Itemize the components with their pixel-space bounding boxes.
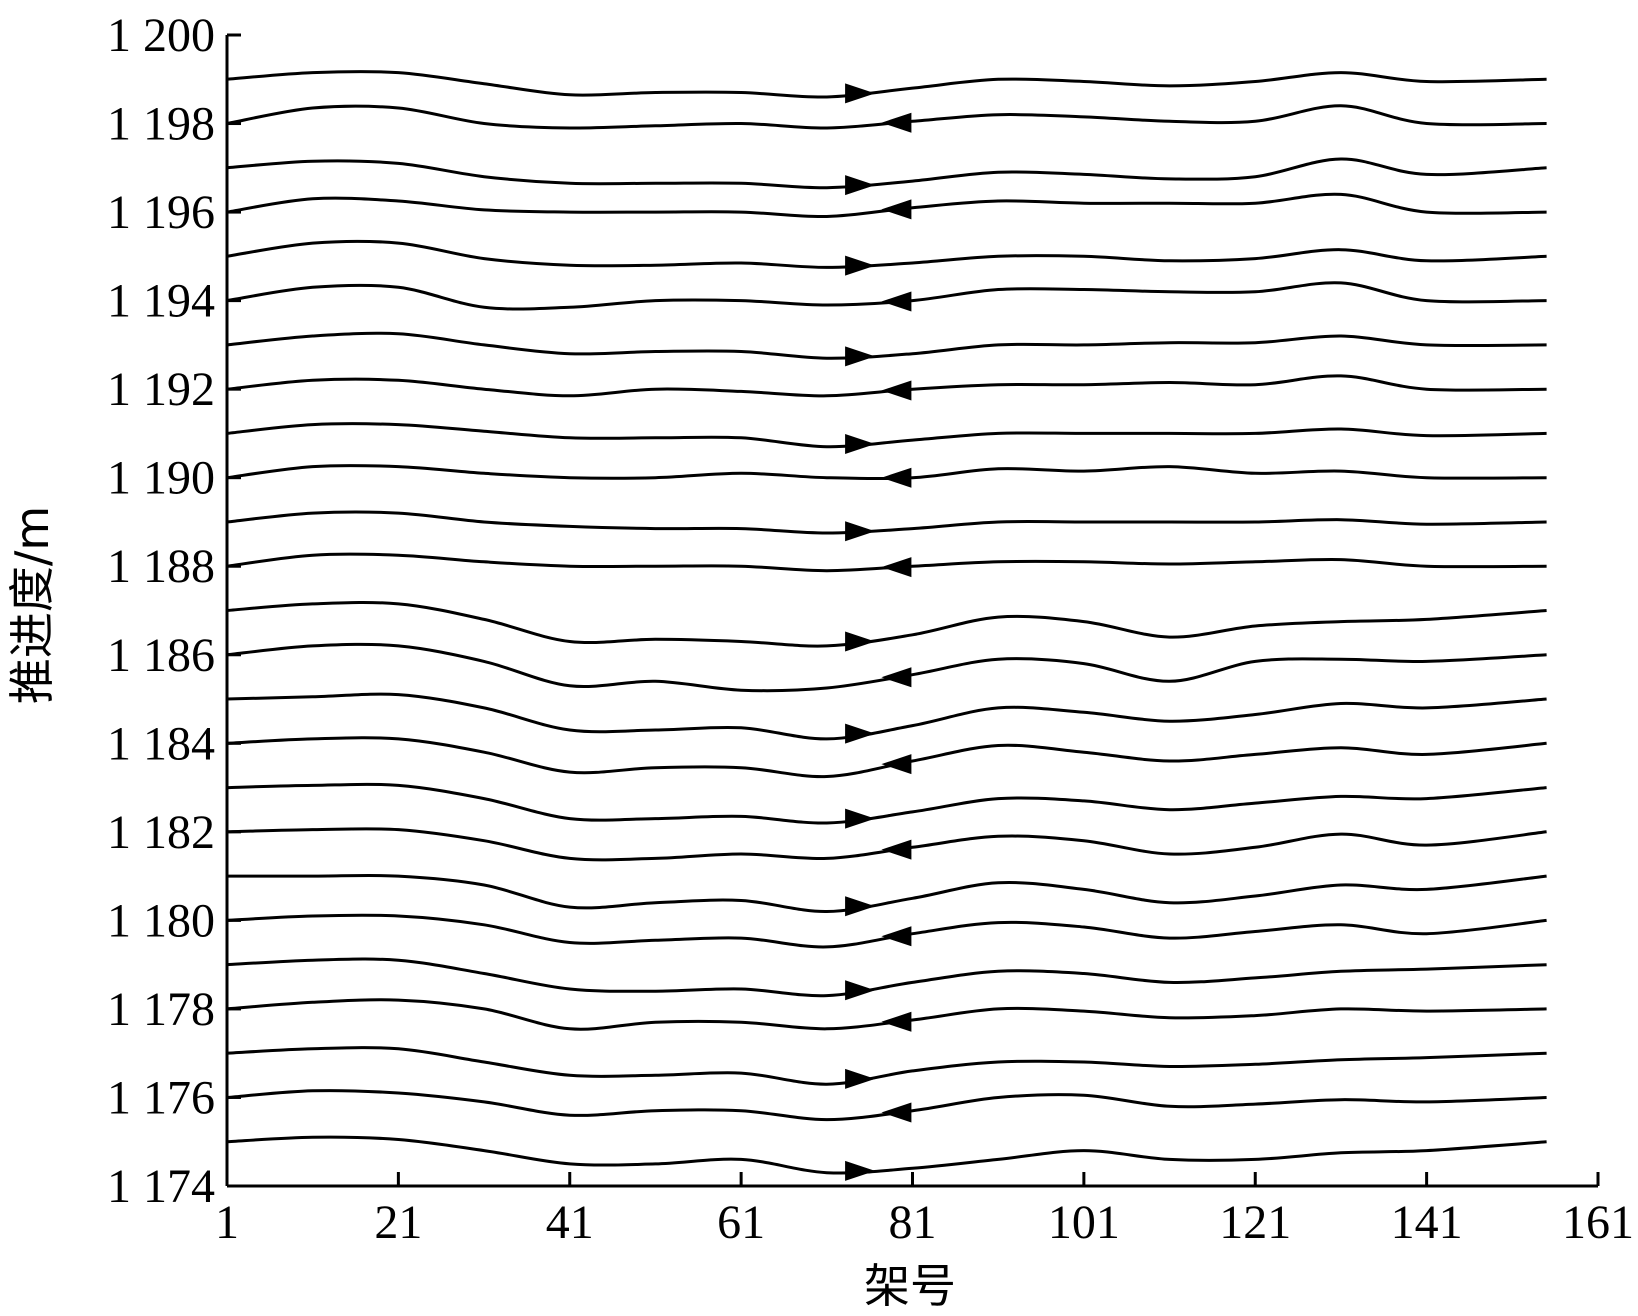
direction-arrow-10 [845,723,876,744]
y-tick-label: 1 178 [107,983,215,1036]
direction-arrow-23 [881,112,912,133]
direction-arrow-22 [845,175,876,196]
y-tick-label: 1 192 [107,363,215,416]
direction-arrow-18 [845,346,876,367]
y-axis-title: 推进度/m [5,506,59,704]
direction-arrow-16 [845,434,876,454]
series-line-1 [226,1089,1547,1122]
series-line-15 [226,464,1547,481]
y-tick-label: 1 184 [107,717,215,770]
direction-arrow-12 [845,631,876,652]
series-line-11 [226,642,1547,693]
series-line-13 [226,552,1547,573]
x-tick-label: 141 [1391,1196,1463,1249]
y-tick-label: 1 198 [107,98,215,151]
x-tick-label: 41 [546,1196,594,1249]
direction-arrow-3 [881,1011,912,1032]
direction-arrow-13 [881,557,912,578]
series-line-8 [226,782,1547,825]
x-tick-label: 21 [374,1196,422,1249]
y-tick-label: 1 186 [107,629,215,682]
y-tick-label: 1 174 [107,1160,215,1213]
series-line-3 [226,998,1547,1031]
direction-arrow-21 [881,199,912,220]
direction-arrow-15 [881,467,912,488]
direction-arrow-19 [881,291,912,312]
direction-arrow-0 [845,1160,876,1181]
direction-arrow-11 [881,667,912,688]
series-line-10 [226,692,1547,741]
y-tick-label: 1 176 [107,1071,215,1124]
direction-arrow-2 [845,1068,876,1089]
series-line-19 [226,281,1547,311]
direction-arrow-24 [845,83,876,104]
arrow-markers [845,83,912,1181]
direction-arrow-14 [845,521,876,542]
x-axis-title: 架号 [864,1259,956,1311]
series-line-12 [226,600,1547,648]
direction-arrow-20 [845,255,876,276]
direction-arrow-4 [845,980,876,1001]
y-tick-label: 1 188 [107,540,215,593]
y-tick-label: 1 200 [107,9,215,62]
series-line-18 [226,331,1547,360]
series-line-2 [226,1046,1547,1086]
series-line-24 [226,70,1547,99]
direction-arrow-6 [845,896,876,917]
series-line-6 [227,873,1547,914]
direction-arrow-17 [881,380,912,401]
x-tick-label: 1 [215,1196,239,1249]
axes: 1 174 1 176 1 178 1 180 1 182 1 184 1 186 1 188… [107,9,1634,1249]
y-tick-label: 1 194 [107,275,215,328]
series-line-22 [226,157,1547,190]
direction-arrow-8 [845,808,876,829]
series-line-16 [226,422,1547,449]
x-tick-label: 81 [889,1196,937,1249]
direction-arrow-1 [881,1102,912,1123]
series-line-14 [226,510,1547,535]
x-tick-label: 121 [1219,1196,1291,1249]
series-line-23 [226,104,1547,130]
direction-arrow-7 [881,839,912,860]
y-tick-label: 1 180 [107,894,215,947]
y-tick-label: 1 196 [107,186,215,239]
x-tick-label: 161 [1562,1196,1634,1249]
series-line-17 [226,374,1547,398]
series-line-5 [226,913,1547,949]
series-line-9 [226,736,1547,779]
x-tick-label: 101 [1048,1196,1120,1249]
y-tick-label: 1 182 [107,806,215,859]
series-line-0 [226,1135,1547,1175]
series-line-21 [226,192,1547,219]
series-line-20 [226,239,1547,269]
y-tick-label: 1 190 [107,452,215,505]
series-line-4 [226,957,1547,998]
direction-arrow-5 [881,926,912,947]
series-group [226,70,1547,1175]
x-tick-label: 61 [717,1196,765,1249]
direction-arrow-9 [881,754,912,775]
series-line-7 [226,827,1547,862]
